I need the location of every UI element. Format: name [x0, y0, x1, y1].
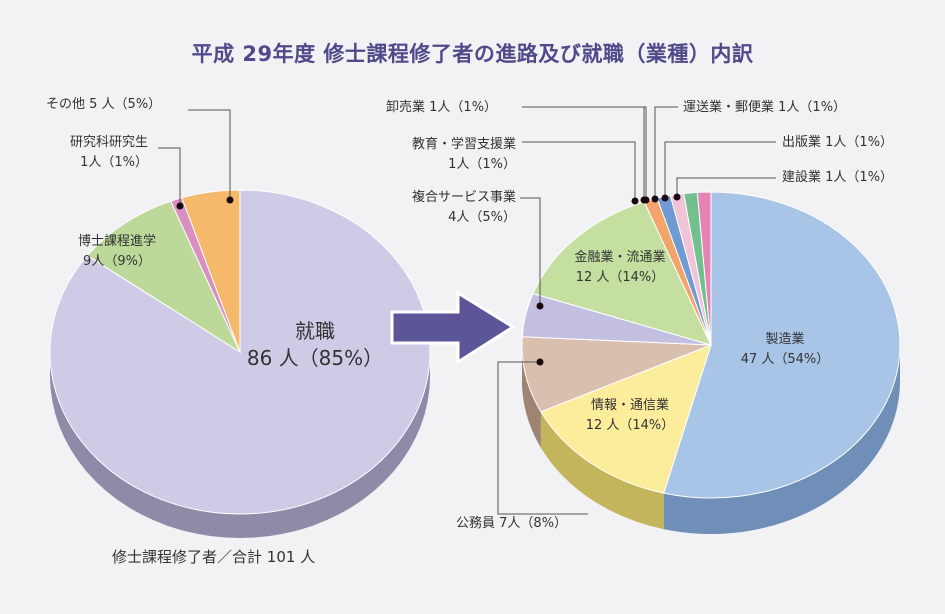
leader-wholesale-x — [522, 106, 645, 200]
leader-compound-service-dot — [536, 302, 544, 310]
right-pie-slice-4 — [532, 201, 712, 346]
leader-transport — [654, 106, 678, 199]
slice-label-publishing: 出版業 1人（1%） — [782, 133, 893, 153]
slice-label-research-student: 研究科研究生 1人（1%） — [40, 133, 148, 173]
label-value: 5 人（5%） — [89, 97, 162, 112]
label-name: 情報・通信業 — [590, 398, 669, 413]
label-value: 1人（1%） — [825, 170, 894, 185]
leader-education — [522, 141, 636, 201]
leader-construction — [676, 177, 776, 197]
leader-research-student-dot — [176, 202, 184, 210]
label-name: 研究科研究生 — [69, 135, 148, 150]
label-name: 複合サービス事業 — [411, 190, 516, 205]
right-pie-slice-1 — [540, 344, 712, 494]
slice-label-doctoral: 博士課程進学 9人（9%） — [78, 232, 156, 272]
left-pie-slice-3 — [181, 189, 241, 353]
leader-other — [188, 109, 231, 200]
leader-transport-dot — [651, 195, 659, 203]
right-pie-slice-9 — [696, 191, 712, 346]
label-name: 公務員 — [456, 516, 496, 531]
leader-publishing — [664, 141, 776, 198]
label-name: 就職 — [295, 319, 335, 343]
leader-wholesale — [522, 106, 647, 200]
leader-construction-dot — [673, 193, 681, 201]
slice-label-wholesale: 卸売業 1人（1%） — [386, 98, 497, 118]
label-name: 教育・学習支援業 — [411, 137, 516, 152]
label-value: 1人（1%） — [448, 157, 516, 172]
right-pie-slice-2 — [521, 336, 712, 413]
slice-label-manufacturing: 製造業 47 人（54%） — [730, 330, 840, 370]
label-name: その他 — [46, 97, 86, 112]
slice-label-info-comm: 情報・通信業 12 人（14%） — [565, 396, 695, 436]
label-name: 博士課程進学 — [78, 234, 157, 249]
label-value: 12 人（14%） — [575, 270, 665, 285]
label-value: 12 人（14%） — [585, 418, 675, 433]
leader-publishing-dot — [661, 194, 669, 202]
leader-public-service-dot — [536, 358, 544, 366]
leader-wholesale-dot — [642, 196, 650, 204]
label-name: 金融業・流通業 — [574, 250, 666, 265]
leader-compound-service — [520, 197, 541, 306]
slice-label-employment: 就職 86 人（85%） — [240, 318, 390, 372]
slice-label-other: その他 5 人（5%） — [46, 95, 161, 115]
label-name: 製造業 — [765, 332, 805, 347]
label-value: 4人（5%） — [448, 210, 516, 225]
label-name: 建設業 — [782, 170, 822, 185]
right-pie-slice-side-2 — [522, 345, 541, 448]
label-value: 9人（9%） — [83, 254, 151, 269]
leader-public-service — [497, 361, 588, 515]
right-pie-slice-side-0 — [663, 345, 900, 534]
slice-label-construction: 建設業 1人（1%） — [782, 168, 893, 188]
leader-research-student — [158, 147, 181, 206]
label-value: 7人（8%） — [499, 516, 568, 531]
leader-education-dot — [631, 197, 639, 205]
label-value: 1人（1%） — [778, 100, 847, 115]
left-pie-slice-1 — [86, 200, 242, 354]
leader-other-dot — [226, 196, 234, 204]
right-pie-slice-0 — [663, 191, 901, 499]
label-value: 86 人（85%） — [246, 346, 384, 370]
arrow-icon — [390, 290, 516, 365]
label-value: 47 人（54%） — [740, 352, 830, 367]
slice-label-education: 教育・学習支援業 1人（1%） — [370, 135, 516, 175]
chart-title: 平成 29年度 修士課程修了者の進路及び就職（業種）内訳 — [191, 42, 754, 66]
slice-label-transport: 運送業・郵便業 1人（1%） — [683, 98, 846, 118]
slice-label-finance: 金融業・流通業 12 人（14%） — [555, 248, 685, 288]
label-value: 1人（1%） — [825, 135, 894, 150]
label-value: 1人（1%） — [80, 155, 148, 170]
label-name: 卸売業 — [386, 100, 426, 115]
chart-caption: 修士課程修了者／合計 101 人 — [112, 548, 316, 566]
label-value: 1人（1%） — [429, 100, 498, 115]
label-name: 運送業・郵便業 — [683, 100, 775, 115]
slice-label-public-service: 公務員 7人（8%） — [456, 514, 567, 534]
label-name: 出版業 — [782, 135, 822, 150]
slice-label-compound-service: 複合サービス事業 4人（5%） — [370, 188, 516, 228]
